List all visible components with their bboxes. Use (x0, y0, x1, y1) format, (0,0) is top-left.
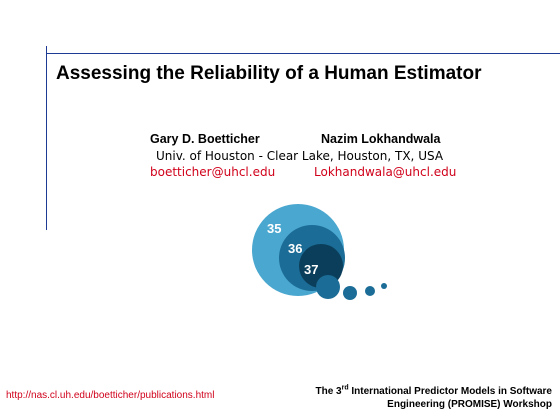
affiliation: Univ. of Houston - Clear Lake, Houston, … (156, 149, 444, 163)
logo-dot-3 (365, 286, 375, 296)
workshop-credit: The 3rd International Predictor Models i… (316, 385, 553, 411)
logo-dot-4 (381, 283, 387, 289)
workshop-line-1: The 3rd International Predictor Models i… (316, 385, 553, 398)
author-name-1: Gary D. Boetticher (150, 132, 260, 146)
workshop-line-1-rest: International Predictor Models in Softwa… (348, 386, 552, 397)
author-name-2: Nazim Lokhandwala (321, 132, 441, 146)
workshop-ordinal: rd (341, 384, 349, 392)
author-email-2[interactable]: Lokhandwala@uhcl.edu (314, 165, 457, 179)
promise-logo: 35 36 37 (252, 204, 387, 300)
workshop-line-2: Engineering (PROMISE) Workshop (387, 399, 552, 410)
logo-dot-1 (316, 275, 340, 299)
horizontal-rule (46, 53, 560, 54)
workshop-prefix: The 3 (315, 386, 342, 397)
logo-number-1: 35 (267, 221, 281, 236)
logo-number-3: 37 (304, 262, 318, 277)
logo-number-2: 36 (288, 241, 302, 256)
vertical-rule (46, 46, 47, 230)
slide-title: Assessing the Reliability of a Human Est… (56, 63, 482, 84)
author-email-1[interactable]: boetticher@uhcl.edu (150, 165, 276, 179)
logo-dot-2 (343, 286, 357, 300)
publications-link[interactable]: http://nas.cl.uh.edu/boetticher/publicat… (6, 390, 215, 401)
